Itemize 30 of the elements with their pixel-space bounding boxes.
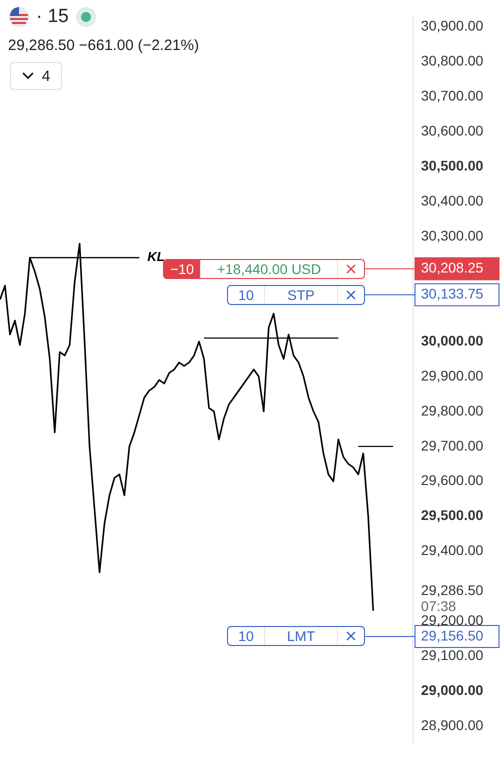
y-tick-label: 30,300.00	[421, 228, 484, 244]
y-tick-label: 29,600.00	[421, 472, 484, 488]
y-tick-label: 29,000.00	[421, 682, 484, 698]
y-tick-label: 29,286.50	[421, 582, 484, 598]
y-tick-label: 29,400.00	[421, 542, 484, 558]
y-tick-label: 29,156.50	[421, 627, 484, 644]
y-tick-label: 29,800.00	[421, 402, 484, 418]
chart-title: · 15	[36, 6, 69, 28]
y-tick-label: 30,600.00	[421, 122, 484, 139]
y-tick-label: 30,400.00	[421, 192, 484, 209]
y-tick-label: 30,900.00	[421, 18, 484, 34]
y-tick-label: 29,500.00	[421, 507, 484, 524]
order-tag: −10 +18,440.00 USD	[163, 258, 365, 279]
text: 07:38	[421, 598, 456, 614]
y-tick-label: 29,700.00	[421, 437, 484, 454]
order-tag: 10 STP	[227, 284, 365, 305]
order-tag: 10 LMT	[227, 626, 365, 646]
text: 29,286.50 −661.00 (−2.21%)	[8, 37, 199, 54]
y-tick-label: 28,900.00	[421, 716, 484, 733]
annotation: 4	[42, 68, 50, 84]
y-tick-label: 30,208.25	[421, 260, 484, 276]
y-tick-label: 30,800.00	[421, 52, 484, 69]
y-tick-label: 30,500.00	[421, 158, 484, 174]
y-tick-label: 30,000.00	[421, 332, 484, 348]
y-tick-label: 29,900.00	[421, 367, 484, 384]
y-tick-label: 30,133.75	[421, 286, 484, 302]
y-tick-label: 29,100.00	[421, 647, 484, 664]
y-tick-label: 30,700.00	[421, 88, 484, 104]
series-label: KL	[147, 249, 165, 264]
y-tick-label: 29,200.00	[421, 612, 484, 628]
